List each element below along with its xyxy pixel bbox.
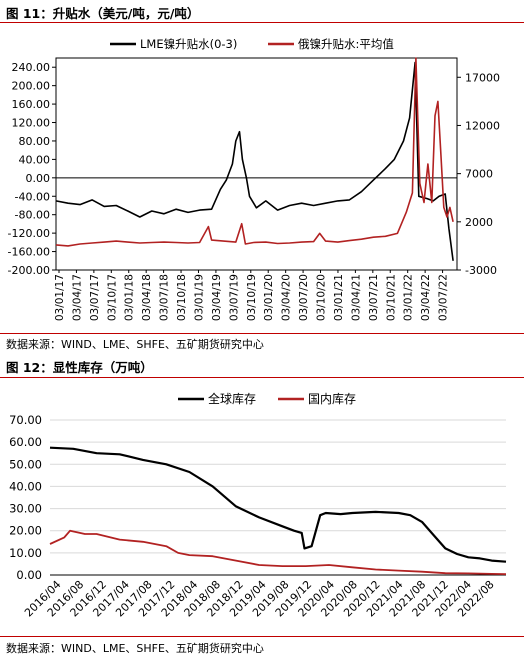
y-tick-label: 20.00 <box>9 524 42 538</box>
x-tick-label: 03/10/19 <box>246 274 258 321</box>
legend-label: 全球库存 <box>208 391 256 406</box>
x-tick-label: 03/01/22 <box>403 274 415 321</box>
x-tick-label: 03/10/21 <box>385 274 397 321</box>
data-source: 数据来源：WIND、LME、SHFE、五矿期货研究中心 <box>6 642 264 655</box>
x-tick-label: 03/01/21 <box>333 274 345 321</box>
y-right-tick-label: 2000 <box>465 216 493 229</box>
series-line <box>55 61 454 261</box>
legend-label: LME镍升贴水(0-3) <box>140 37 237 51</box>
title-rule <box>0 377 524 378</box>
y-right-tick-label: 17000 <box>465 71 500 84</box>
y-tick-label: 50.00 <box>9 457 42 471</box>
x-tick-label: 03/07/18 <box>159 274 171 321</box>
y-left-tick-label: -160.00 <box>8 246 50 259</box>
x-tick-label: 03/07/22 <box>438 274 450 321</box>
y-tick-label: 40.00 <box>9 479 42 493</box>
y-left-tick-label: 200.00 <box>12 80 51 93</box>
y-right-tick-label: 12000 <box>465 119 500 132</box>
x-tick-label: 03/04/19 <box>211 274 223 321</box>
y-left-tick-label: 120.00 <box>12 117 51 130</box>
source-rule <box>0 333 524 334</box>
x-tick-label: 03/04/17 <box>71 274 83 321</box>
legend-label: 国内库存 <box>308 391 356 406</box>
data-source: 数据来源：WIND、LME、SHFE、五矿期货研究中心 <box>6 338 264 351</box>
y-tick-label: 60.00 <box>9 435 42 449</box>
x-tick-label: 03/04/18 <box>141 274 153 321</box>
x-tick-label: 03/10/17 <box>106 274 118 321</box>
y-tick-label: 70.00 <box>9 413 42 427</box>
y-tick-label: 10.00 <box>9 546 42 560</box>
figure-title: 图 12：显性库存（万吨） <box>6 360 153 375</box>
premium-chart: -200.00 -160.00 -120.00 -80.00 -40.00 0.00 40.… <box>8 37 500 321</box>
x-tick-label: 03/04/21 <box>350 274 362 321</box>
series-line <box>49 446 507 563</box>
y-left-tick-label: -80.00 <box>15 209 50 222</box>
y-tick-label: 30.00 <box>9 502 42 516</box>
x-tick-label: 03/04/22 <box>420 274 432 321</box>
x-tick-label: 03/07/21 <box>368 274 380 321</box>
x-tick-label: 03/01/19 <box>193 274 205 321</box>
x-tick-label: 03/01/18 <box>124 274 136 321</box>
figure-title: 图 11：升贴水（美元/吨，元/吨） <box>6 6 200 21</box>
y-tick-label: 0.00 <box>16 568 42 582</box>
series-line <box>55 57 454 247</box>
x-tick-label: 03/10/20 <box>316 274 328 321</box>
x-tick-label: 03/04/20 <box>281 274 293 321</box>
legend-label: 俄镍升贴水:平均值 <box>298 37 394 51</box>
inventory-chart: 0.0010.0020.0030.0040.0050.0060.0070.002… <box>9 391 507 619</box>
y-left-tick-label: 80.00 <box>19 135 51 148</box>
y-left-tick-label: -200.00 <box>8 264 50 277</box>
x-tick-label: 03/10/18 <box>176 274 188 321</box>
y-right-tick-label: -3000 <box>465 264 497 277</box>
y-left-tick-label: 160.00 <box>12 98 51 111</box>
title-rule <box>0 22 524 23</box>
y-left-tick-label: 240.00 <box>12 61 51 74</box>
series-line <box>49 529 507 575</box>
y-left-tick-label: 40.00 <box>19 153 51 166</box>
y-left-tick-label: 0.00 <box>26 172 51 185</box>
x-tick-label: 03/07/19 <box>228 274 240 321</box>
y-left-tick-label: -120.00 <box>8 227 50 240</box>
x-tick-label: 03/07/17 <box>89 274 101 321</box>
y-right-tick-label: 7000 <box>465 168 493 181</box>
y-left-tick-label: -40.00 <box>15 190 50 203</box>
x-tick-label: 03/01/20 <box>263 274 275 321</box>
source-rule <box>0 636 524 637</box>
x-tick-label: 03/07/20 <box>298 274 310 321</box>
x-tick-label: 03/01/17 <box>54 274 66 321</box>
plot-frame <box>55 57 458 271</box>
